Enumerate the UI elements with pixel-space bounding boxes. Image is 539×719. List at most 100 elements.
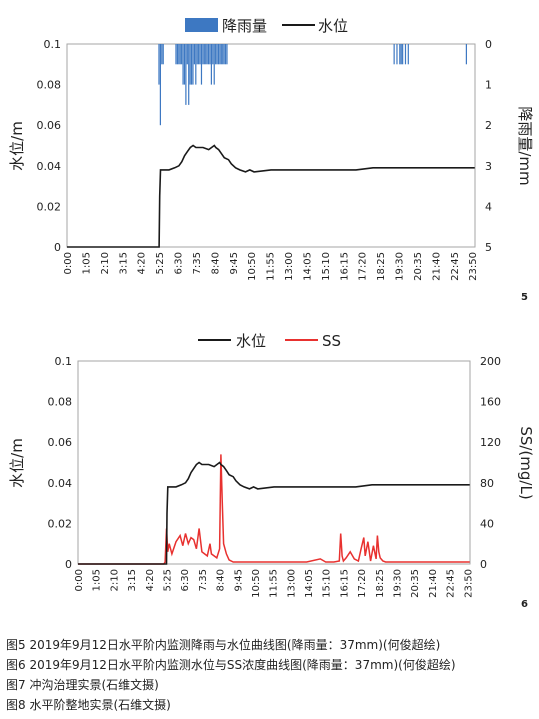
rain-bar — [176, 44, 178, 65]
legend-rain-label: 降雨量 — [222, 17, 267, 35]
y-tick-label: 0.06 — [37, 119, 62, 132]
x-tick-label: 1:05 — [81, 252, 92, 274]
x-tick-label: 15:10 — [321, 252, 332, 281]
y-tick-label: 0.1 — [44, 38, 62, 51]
rain-bar — [407, 44, 409, 65]
rain-bar — [198, 44, 200, 65]
chart-6-y2-ticks: 0 40 80 120 160 200 — [480, 355, 501, 571]
x-tick-label: 4:20 — [137, 252, 148, 274]
y2-tick-label: 5 — [485, 241, 492, 254]
x-tick-label: 21:40 — [431, 252, 442, 281]
x-tick-label: 6:30 — [174, 252, 185, 274]
x-tick-label: 0:00 — [74, 569, 85, 591]
x-tick-label: 7:35 — [192, 252, 203, 274]
chart-6-y2-label: SS/(mg/L) — [517, 426, 535, 499]
rain-bar — [220, 44, 222, 65]
chart-6-frame — [77, 360, 471, 565]
rain-bar — [185, 44, 187, 105]
y2-tick-label: 0 — [480, 558, 487, 571]
rain-bar — [210, 44, 212, 85]
chart-5-y-label: 水位/m — [8, 121, 26, 171]
chart-5-frame — [66, 43, 476, 248]
x-tick-label: 10:50 — [247, 252, 258, 281]
chart-6-y-label: 水位/m — [8, 438, 26, 488]
y-tick-label: 0.1 — [55, 355, 73, 368]
x-tick-label: 1:05 — [92, 569, 103, 591]
y-tick-label: 0.02 — [48, 517, 73, 530]
x-tick-label: 17:20 — [357, 569, 368, 598]
rain-bar — [224, 44, 227, 65]
rain-bar — [183, 44, 186, 85]
rain-bar — [226, 44, 228, 65]
x-tick-label: 9:45 — [229, 252, 240, 274]
rain-bar — [178, 44, 180, 65]
rain-bar — [186, 44, 188, 65]
x-tick-label: 22:45 — [446, 569, 457, 598]
x-tick-label: 7:35 — [198, 569, 209, 591]
x-tick-label: 2:10 — [109, 569, 120, 591]
x-tick-label: 21:40 — [428, 569, 439, 598]
x-tick-label: 23:50 — [463, 569, 474, 598]
y2-tick-label: 1 — [485, 79, 492, 92]
rain-bar — [215, 44, 217, 65]
y-tick-label: 0.08 — [48, 396, 73, 409]
rain-bar — [213, 44, 215, 85]
y2-tick-label: 200 — [480, 355, 501, 368]
x-tick-label: 11:55 — [269, 569, 280, 598]
x-tick-label: 20:35 — [413, 252, 424, 281]
y-tick-label: 0.08 — [37, 79, 62, 92]
chart-5: 降雨量 水位 0 0.02 0.04 0.06 0.08 0.1 0 1 2 3 4 5 0:00 1… — [8, 17, 534, 303]
rain-bar — [199, 44, 201, 65]
y-tick-label: 0.02 — [37, 200, 62, 213]
legend-ss-label: SS — [322, 332, 341, 350]
x-tick-label: 14:05 — [304, 569, 315, 598]
rain-bar — [189, 44, 191, 85]
x-tick-label: 23:50 — [468, 252, 479, 281]
rain-bar — [402, 44, 404, 65]
y-tick-label: 0 — [65, 558, 72, 571]
figure-caption-7: 图7 冲沟治理实景(石维文摄) — [6, 678, 159, 692]
chart-5-y-ticks: 0 0.02 0.04 0.06 0.08 0.1 — [37, 38, 62, 254]
rain-bar — [202, 44, 204, 65]
chart-6-x-ticks: 0:00 1:05 2:10 3:15 4:20 5:25 6:30 7:35 8:40 9:45… — [74, 569, 474, 598]
rain-bar — [193, 44, 195, 65]
rain-bar — [190, 44, 193, 85]
x-tick-label: 13:00 — [286, 569, 297, 598]
rain-bar — [206, 44, 208, 65]
y-tick-label: 0.06 — [48, 436, 73, 449]
rain-bar — [203, 44, 205, 65]
rain-bar — [217, 44, 220, 65]
y-tick-label: 0 — [54, 241, 61, 254]
figure-caption-6: 图6 2019年9月12日水平阶内监测水位与SS浓度曲线图(降雨量：37mm)(… — [6, 658, 456, 672]
figure-caption-8: 图8 水平阶整地实景(石维文摄) — [6, 698, 171, 712]
rain-bar — [396, 44, 398, 65]
legend-water-label: 水位 — [318, 17, 348, 35]
x-tick-label: 20:35 — [410, 569, 421, 598]
y2-tick-label: 160 — [480, 396, 501, 409]
x-tick-label: 14:05 — [302, 252, 313, 281]
x-tick-label: 17:20 — [358, 252, 369, 281]
x-tick-label: 22:45 — [450, 252, 461, 281]
rain-bar — [182, 44, 184, 85]
rain-bar — [219, 44, 221, 65]
chart-5-y2-label: 降雨量/mm — [516, 106, 534, 185]
legend-water-label: 水位 — [236, 332, 266, 350]
rain-bar — [192, 44, 194, 85]
chart-6-ss-line — [78, 454, 470, 565]
rain-bar — [209, 44, 211, 65]
x-tick-label: 19:30 — [393, 569, 404, 598]
y-tick-label: 0.04 — [37, 160, 62, 173]
rain-bar — [404, 44, 407, 65]
x-tick-label: 6:30 — [180, 569, 191, 591]
rain-bar — [162, 44, 164, 65]
chart-5-rain-bars — [158, 44, 467, 126]
figure-caption-5: 图5 2019年9月12日水平阶内监测降雨与水位曲线图(降雨量：37mm)(何俊… — [6, 638, 441, 652]
x-tick-label: 10:50 — [251, 569, 262, 598]
rain-bar — [207, 44, 210, 65]
x-tick-label: 4:20 — [145, 569, 156, 591]
x-tick-label: 16:15 — [339, 569, 350, 598]
chart-5-x-ticks: 0:00 1:05 2:10 3:15 4:20 5:25 6:30 7:35 8:40 9:45… — [63, 252, 479, 281]
chart-6-y-ticks: 0 0.02 0.04 0.06 0.08 0.1 — [48, 355, 73, 571]
chart-6: 水位 SS 0 0.02 0.04 0.06 0.08 0.1 0 40 80 120 160 20… — [8, 332, 535, 610]
x-tick-label: 5:25 — [162, 569, 173, 591]
